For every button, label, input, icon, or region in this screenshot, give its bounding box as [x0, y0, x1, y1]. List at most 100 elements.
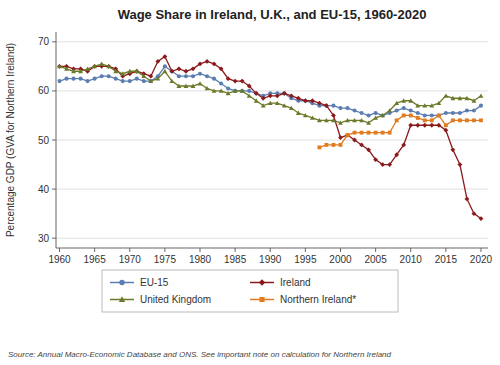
point	[450, 147, 455, 152]
x-tick-label: 1985	[224, 254, 247, 265]
point	[373, 157, 378, 162]
x-tick-label: 1975	[154, 254, 177, 265]
series	[57, 64, 483, 117]
line	[319, 115, 481, 147]
point	[261, 96, 266, 101]
point	[247, 93, 252, 97]
point	[212, 62, 217, 67]
point	[472, 109, 476, 113]
x-tick	[164, 248, 165, 252]
point	[261, 103, 266, 107]
point	[408, 123, 413, 128]
point	[465, 118, 469, 122]
x-tick	[94, 248, 95, 252]
legend-marker	[259, 279, 265, 285]
point	[367, 113, 371, 117]
point	[458, 111, 462, 115]
point	[177, 74, 181, 78]
point	[465, 197, 470, 202]
point	[472, 211, 477, 216]
point	[212, 77, 216, 81]
point	[177, 66, 182, 71]
legend-marker	[119, 296, 125, 302]
legend-marker	[119, 280, 124, 285]
point	[409, 109, 413, 113]
point	[141, 74, 146, 78]
point	[430, 113, 434, 117]
point	[282, 91, 287, 96]
y-tick	[52, 238, 56, 239]
x-tick-label: 2020	[470, 254, 493, 265]
point	[205, 74, 209, 78]
point	[113, 69, 118, 73]
point	[240, 79, 245, 84]
point	[436, 123, 441, 128]
point	[430, 118, 434, 122]
point	[162, 54, 167, 59]
point	[472, 118, 476, 122]
point	[219, 66, 224, 71]
legend-label: Ireland	[280, 277, 311, 288]
x-tick	[340, 248, 341, 252]
point	[381, 131, 385, 135]
point	[450, 96, 455, 100]
point	[416, 111, 420, 115]
point	[162, 69, 167, 73]
point	[226, 76, 231, 81]
point	[198, 81, 203, 85]
x-tick-label: 2005	[364, 254, 387, 265]
x-tick	[410, 248, 411, 252]
point	[57, 64, 62, 68]
point	[360, 131, 364, 135]
grid-line	[56, 140, 488, 141]
point	[289, 93, 294, 98]
plot-area	[57, 54, 483, 221]
point	[353, 131, 357, 135]
x-tick	[375, 248, 376, 252]
point	[198, 62, 203, 67]
point	[479, 104, 483, 108]
point	[57, 79, 61, 83]
point	[401, 98, 406, 102]
point	[296, 111, 301, 115]
point	[458, 96, 463, 100]
point	[352, 109, 356, 113]
point	[303, 99, 307, 103]
point	[429, 123, 434, 128]
point	[303, 98, 308, 103]
title: Wage Share in Ireland, U.K., and EU-15, …	[118, 7, 427, 22]
point	[331, 113, 336, 118]
point	[92, 64, 97, 68]
point	[127, 69, 132, 73]
point	[198, 72, 202, 76]
x-tick-label: 1995	[294, 254, 317, 265]
x-tick	[305, 248, 306, 252]
point	[170, 79, 175, 83]
point	[395, 109, 399, 113]
line	[60, 57, 481, 219]
point	[233, 89, 238, 93]
point	[394, 101, 399, 105]
point	[64, 77, 68, 81]
x-tick	[235, 248, 236, 252]
point	[268, 93, 273, 98]
x-tick-label: 1990	[259, 254, 282, 265]
point	[380, 113, 385, 117]
y-tick-label: 50	[38, 135, 50, 146]
point	[100, 74, 104, 78]
point	[240, 89, 245, 93]
point	[444, 111, 448, 115]
point	[128, 79, 132, 83]
legend-label: EU-15	[140, 277, 169, 288]
point	[325, 143, 329, 147]
point	[437, 114, 441, 118]
y-tick	[52, 41, 56, 42]
point	[374, 111, 378, 115]
source-note: Source: Annual Macro-Economic Database a…	[8, 350, 392, 359]
series	[317, 114, 482, 150]
point	[79, 77, 83, 81]
point	[395, 118, 399, 122]
point	[380, 162, 385, 167]
y-tick-label: 70	[38, 36, 50, 47]
point	[388, 131, 392, 135]
